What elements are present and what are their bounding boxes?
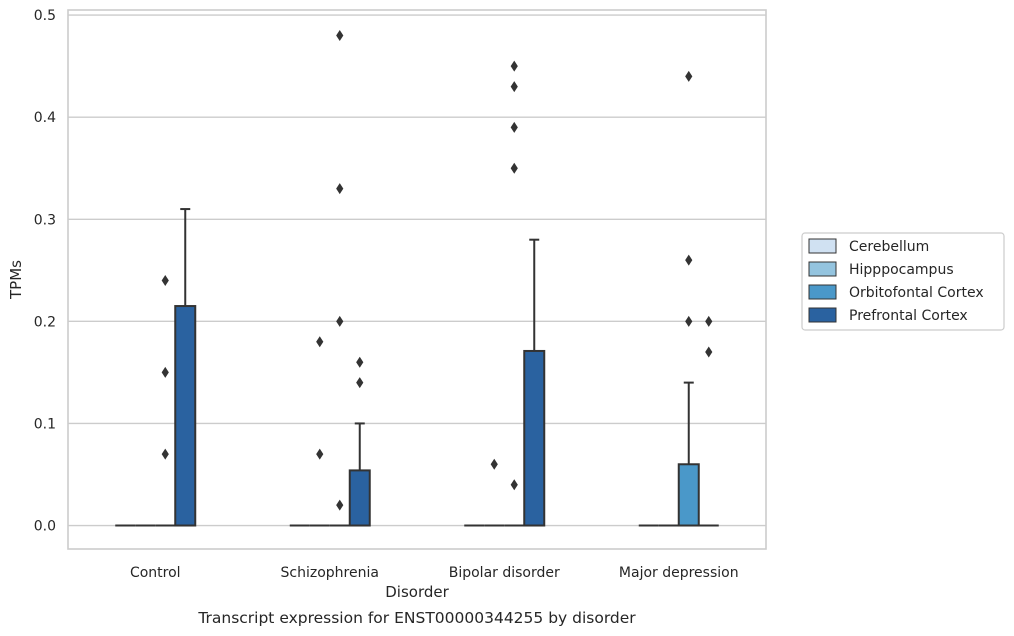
axes: 0.0 0.1 0.2 0.3 0.4 0.5 Control Schizophrenia Bi… bbox=[34, 8, 739, 581]
outlier-point bbox=[510, 60, 518, 72]
y-axis-title: TPMs bbox=[7, 260, 25, 300]
y-tick-label: 0.3 bbox=[34, 212, 56, 228]
outlier-point bbox=[490, 458, 498, 470]
y-tick-label: 0.2 bbox=[34, 314, 56, 330]
legend-label: Cerebellum bbox=[849, 239, 929, 255]
legend-swatch bbox=[808, 238, 837, 254]
outlier-point bbox=[685, 315, 693, 327]
outlier-point bbox=[705, 346, 713, 358]
y-tick-label: 0.0 bbox=[34, 519, 56, 535]
legend-label: Prefrontal Cortex bbox=[849, 308, 968, 324]
outlier-point bbox=[336, 315, 344, 327]
legend-swatch bbox=[808, 261, 837, 277]
outlier-point bbox=[356, 377, 364, 389]
outlier-point bbox=[510, 479, 518, 491]
outlier-point bbox=[336, 499, 344, 511]
box-orbitofontal-cortex bbox=[155, 275, 176, 527]
box-orbitofontal-cortex bbox=[504, 60, 525, 527]
outlier-point bbox=[510, 121, 518, 133]
legend-swatch bbox=[808, 284, 837, 300]
box-orbitofontal-cortex bbox=[677, 70, 700, 527]
legend-label: Hipppocampus bbox=[849, 262, 954, 278]
box-body bbox=[348, 469, 371, 527]
outlier-point bbox=[161, 448, 169, 460]
x-tick-label: Control bbox=[130, 565, 181, 581]
outlier-point bbox=[510, 81, 518, 93]
box-hipppocampus bbox=[484, 458, 505, 527]
boxes bbox=[115, 30, 719, 527]
chart-caption: Transcript expression for ENST0000034425… bbox=[197, 609, 636, 627]
legend-swatch bbox=[808, 307, 837, 323]
outlier-point bbox=[336, 30, 344, 42]
y-tick-label: 0.4 bbox=[34, 110, 56, 126]
box-prefrontal-cortex bbox=[348, 356, 371, 527]
outlier-point bbox=[161, 366, 169, 378]
box-orbitofontal-cortex bbox=[329, 30, 350, 527]
legend: Cerebellum Hipppocampus Orbitofontal Corte… bbox=[801, 232, 1005, 331]
box-prefrontal-cortex bbox=[174, 208, 197, 527]
outlier-point bbox=[705, 315, 713, 327]
legend-label: Orbitofontal Cortex bbox=[849, 285, 984, 301]
box-body bbox=[523, 349, 546, 527]
outlier-point bbox=[336, 183, 344, 195]
x-tick-label: Major depression bbox=[619, 565, 739, 581]
outlier-point bbox=[316, 448, 324, 460]
plot-frame bbox=[67, 9, 767, 550]
x-tick-label: Bipolar disorder bbox=[449, 565, 560, 581]
outlier-point bbox=[356, 356, 364, 368]
outlier-point bbox=[510, 162, 518, 174]
y-tick-label: 0.5 bbox=[34, 8, 56, 24]
outlier-point bbox=[316, 336, 324, 348]
box-hipppocampus bbox=[309, 336, 330, 527]
box-prefrontal-cortex bbox=[523, 238, 546, 527]
box-body bbox=[677, 463, 700, 527]
y-tick-label: 0.1 bbox=[34, 416, 56, 432]
box-prefrontal-cortex bbox=[698, 315, 719, 527]
x-axis-title: Disorder bbox=[385, 583, 449, 601]
outlier-point bbox=[685, 70, 693, 82]
outlier-point bbox=[685, 254, 693, 266]
x-tick-label: Schizophrenia bbox=[281, 565, 379, 581]
box-body bbox=[174, 305, 197, 527]
legend-frame bbox=[801, 232, 1005, 331]
outlier-point bbox=[161, 275, 169, 287]
grid-lines bbox=[68, 14, 766, 527]
